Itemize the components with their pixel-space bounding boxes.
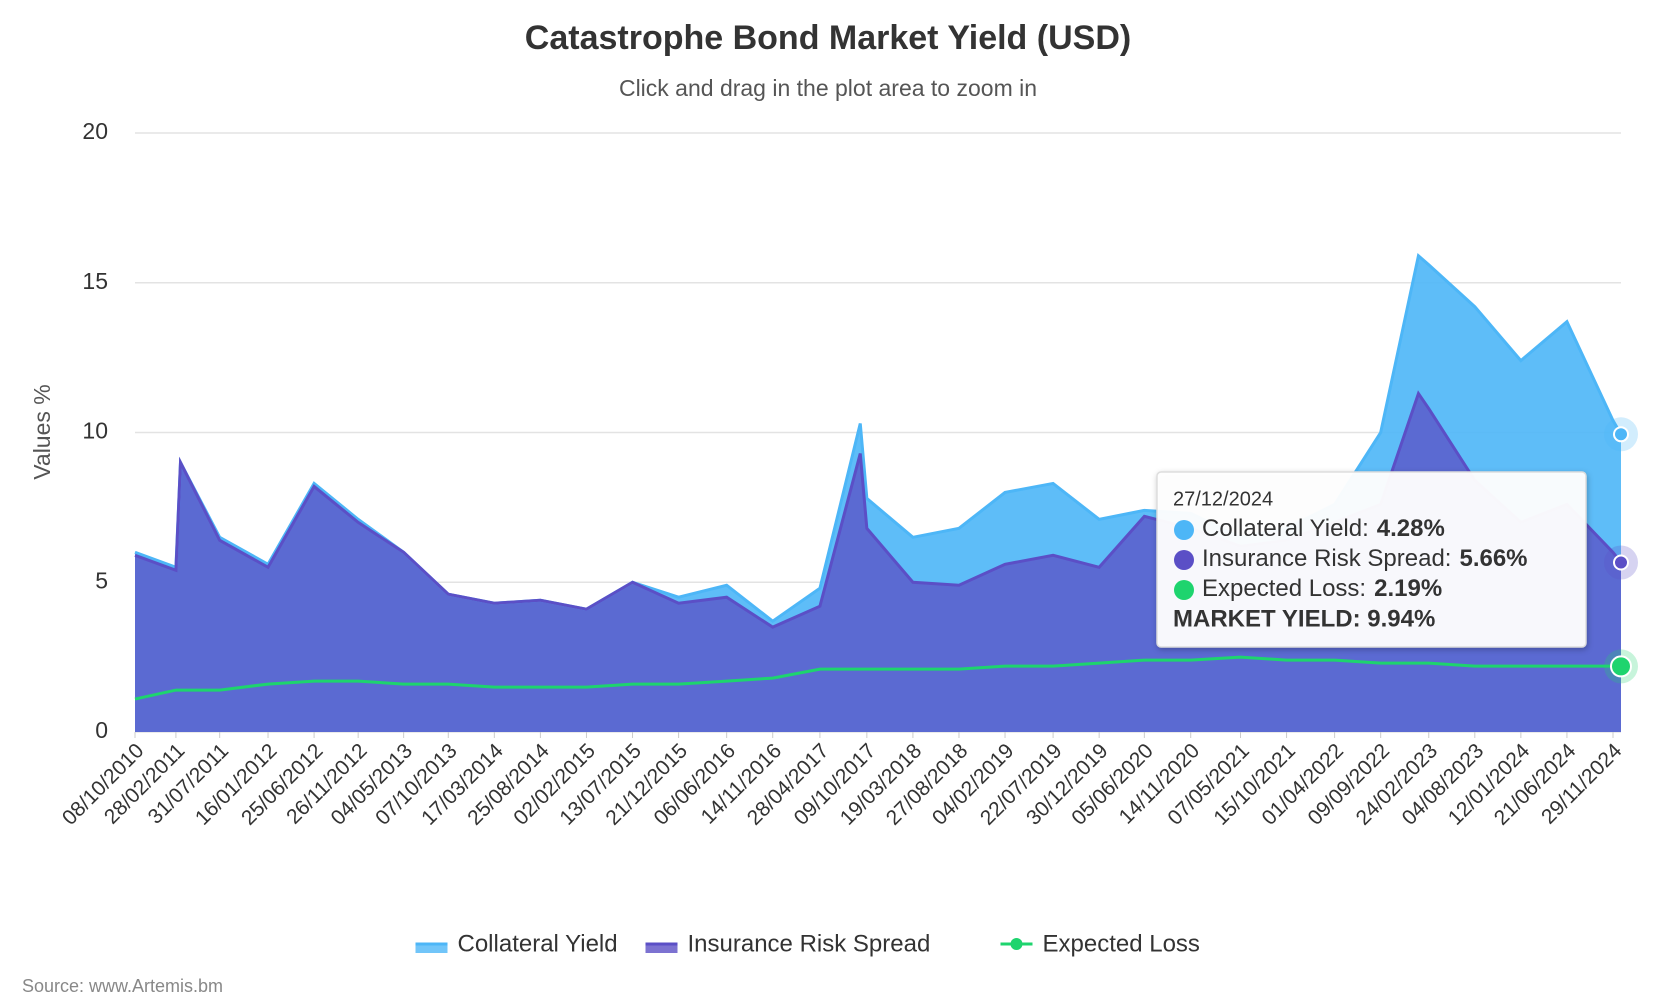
- tooltip-row: Expected Loss: 2.19%: [1202, 575, 1442, 602]
- tooltip-box: [1156, 471, 1587, 648]
- tooltip-value: 5.66%: [1459, 545, 1527, 572]
- hover-marker: [1613, 426, 1629, 443]
- area-line: [134, 252, 1623, 624]
- legend-symbol: [1010, 938, 1023, 950]
- tooltip-label: Expected Loss:: [1202, 575, 1366, 602]
- y-tick-label: 20: [82, 118, 108, 144]
- y-axis-title: Values %: [29, 384, 55, 479]
- y-tick-label: 0: [95, 717, 108, 743]
- line: [134, 655, 1622, 701]
- hover-marker: [1613, 554, 1629, 571]
- y-tick-label: 15: [82, 268, 108, 294]
- chart-title: Catastrophe Bond Market Yield (USD): [525, 19, 1131, 57]
- legend-item[interactable]: Expected Loss: [1000, 930, 1200, 957]
- area-line: [134, 390, 1623, 629]
- hover-marker: [1610, 655, 1632, 678]
- legend-item[interactable]: Collateral Yield: [415, 930, 618, 957]
- tooltip-total: MARKET YIELD: 9.94%: [1173, 605, 1435, 632]
- tooltip-dot: [1174, 550, 1194, 570]
- tooltip-value: 2.19%: [1374, 575, 1442, 602]
- tooltip-label: Collateral Yield:: [1202, 515, 1369, 542]
- y-tick-label: 10: [82, 418, 108, 444]
- legend-symbol: [645, 944, 678, 953]
- tooltip: 27/12/2024 Collateral Yield: 4.28% Insuranc…: [1156, 471, 1587, 648]
- legend-label: Collateral Yield: [458, 930, 618, 957]
- tooltip-value: 4.28%: [1377, 515, 1445, 542]
- tooltip-row: Collateral Yield: 4.28%: [1202, 515, 1445, 542]
- legend-item[interactable]: Insurance Risk Spread: [645, 930, 931, 957]
- legend-symbol: [415, 944, 448, 953]
- tooltip-dot: [1174, 580, 1194, 600]
- legend-label: Insurance Risk Spread: [688, 930, 931, 957]
- y-tick-label: 5: [95, 567, 108, 593]
- tooltip-row: Insurance Risk Spread: 5.66%: [1202, 545, 1528, 572]
- source: Source: www.Artemis.bm: [22, 976, 223, 996]
- legend-label: Expected Loss: [1043, 930, 1200, 957]
- tooltip-date: 27/12/2024: [1173, 488, 1273, 510]
- chart-subtitle: Click and drag in the plot area to zoom …: [619, 75, 1037, 101]
- tooltip-label: Insurance Risk Spread:: [1202, 545, 1451, 572]
- tooltip-dot: [1174, 520, 1194, 540]
- legend: Collateral Yield Insurance Risk Spread Exp…: [415, 930, 1200, 957]
